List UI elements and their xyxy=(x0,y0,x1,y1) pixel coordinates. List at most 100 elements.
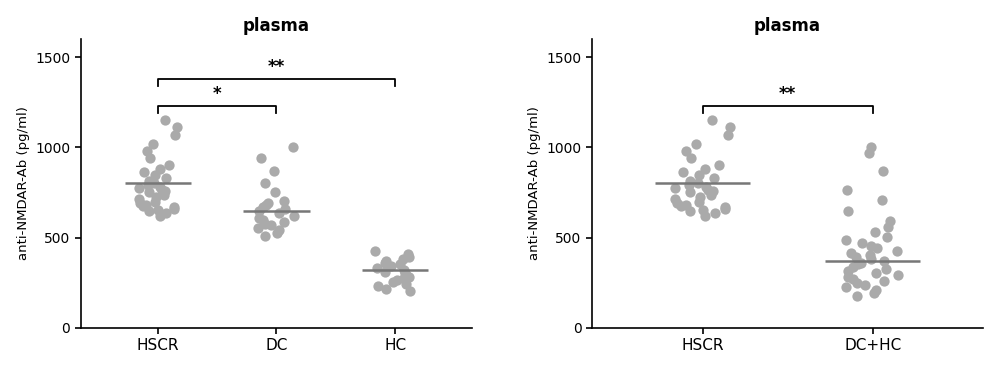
Point xyxy=(704,117,720,123)
Point xyxy=(255,217,271,223)
Point xyxy=(251,208,267,214)
Point xyxy=(158,210,174,216)
Point xyxy=(667,185,683,191)
Point xyxy=(876,278,892,283)
Point xyxy=(876,258,892,264)
Point xyxy=(251,215,267,221)
Point xyxy=(135,203,151,209)
Point xyxy=(152,213,168,219)
Point xyxy=(166,204,182,210)
Point xyxy=(141,178,157,184)
Point xyxy=(890,272,906,278)
Point xyxy=(397,270,413,276)
Point xyxy=(854,240,870,246)
Point xyxy=(260,200,276,206)
Point xyxy=(688,141,704,147)
Point xyxy=(142,155,158,161)
Point xyxy=(140,182,156,188)
Y-axis label: anti-NMDAR-Ab (pg/ml): anti-NMDAR-Ab (pg/ml) xyxy=(528,107,541,260)
Point xyxy=(707,210,723,216)
Point xyxy=(157,117,173,123)
Point xyxy=(874,197,890,203)
Point xyxy=(849,293,865,299)
Title: plasma: plasma xyxy=(243,17,310,35)
Point xyxy=(717,206,733,212)
Point xyxy=(843,250,859,256)
Point xyxy=(692,194,708,200)
Point xyxy=(690,181,706,186)
Point xyxy=(667,196,683,202)
Point xyxy=(691,172,707,178)
Point xyxy=(150,207,166,213)
Point xyxy=(705,188,721,194)
Point xyxy=(691,199,707,205)
Title: plasma: plasma xyxy=(754,17,821,35)
Point xyxy=(398,272,414,278)
Point xyxy=(169,125,185,131)
Point xyxy=(263,222,279,228)
Point xyxy=(863,243,879,249)
Point xyxy=(695,207,711,213)
Point xyxy=(867,229,883,235)
Point xyxy=(857,282,873,288)
Point xyxy=(267,189,283,195)
Point xyxy=(396,267,412,273)
Point xyxy=(377,269,393,275)
Point xyxy=(863,256,879,262)
Point xyxy=(878,266,894,272)
Point xyxy=(875,168,891,174)
Point xyxy=(166,206,182,212)
Point xyxy=(683,155,699,161)
Point xyxy=(868,287,884,293)
Point xyxy=(136,169,152,175)
Point xyxy=(145,141,161,147)
Point xyxy=(157,188,173,194)
Point xyxy=(853,260,869,266)
Point xyxy=(678,202,694,208)
Point xyxy=(286,213,302,219)
Point xyxy=(863,144,879,150)
Point xyxy=(152,166,168,172)
Point xyxy=(271,210,287,216)
Point xyxy=(152,184,168,190)
Point xyxy=(285,144,301,150)
Y-axis label: anti-NMDAR-Ab (pg/ml): anti-NMDAR-Ab (pg/ml) xyxy=(17,107,30,260)
Point xyxy=(141,208,157,214)
Point xyxy=(385,279,401,285)
Point xyxy=(401,254,417,260)
Point xyxy=(147,172,163,178)
Point xyxy=(253,155,269,161)
Point xyxy=(849,280,865,286)
Point xyxy=(158,175,174,181)
Point xyxy=(869,245,885,251)
Point xyxy=(697,213,713,219)
Point xyxy=(131,196,147,202)
Point xyxy=(700,187,716,193)
Text: *: * xyxy=(213,85,221,103)
Point xyxy=(378,258,394,264)
Point xyxy=(276,219,292,225)
Point xyxy=(400,251,416,257)
Point xyxy=(396,275,412,281)
Point xyxy=(167,132,183,138)
Point xyxy=(866,290,882,296)
Point xyxy=(276,198,292,204)
Point xyxy=(840,208,856,214)
Point xyxy=(141,189,157,195)
Point xyxy=(370,283,386,289)
Point xyxy=(148,194,164,200)
Point xyxy=(698,184,714,190)
Point xyxy=(377,260,393,266)
Point xyxy=(838,284,854,290)
Point xyxy=(879,234,895,240)
Point xyxy=(848,254,864,260)
Point xyxy=(889,248,905,253)
Point xyxy=(838,238,854,243)
Point xyxy=(132,201,148,206)
Point xyxy=(147,199,163,205)
Point xyxy=(682,208,698,214)
Point xyxy=(681,182,697,188)
Point xyxy=(138,202,154,208)
Point xyxy=(266,168,282,174)
Point xyxy=(717,204,733,210)
